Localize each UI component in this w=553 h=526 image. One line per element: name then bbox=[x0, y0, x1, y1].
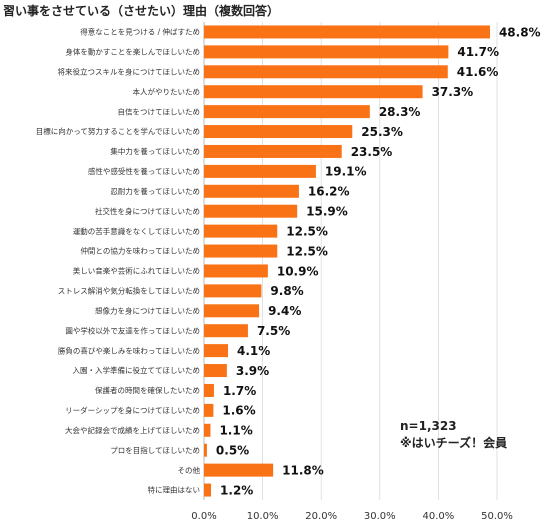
value-label: 7.5% bbox=[257, 324, 290, 338]
bar bbox=[204, 264, 268, 278]
value-label: 3.9% bbox=[236, 364, 269, 378]
x-tick-label: 0.0% bbox=[191, 511, 216, 522]
category-label: 社交性を身につけてほしいため bbox=[95, 206, 200, 216]
chart-title: 習い事をさせている（させたい）理由（複数回答） bbox=[3, 4, 280, 18]
bar bbox=[204, 125, 353, 139]
category-label: 勝負の喜びや楽しみを味わってほしいため bbox=[58, 345, 200, 355]
category-label: 特に理由はない bbox=[148, 485, 201, 495]
category-label: 自信をつけてほしいため bbox=[118, 106, 201, 116]
bar bbox=[204, 144, 342, 158]
category-label: プロを目指してほしいため bbox=[110, 445, 200, 455]
bar bbox=[204, 65, 448, 79]
bar bbox=[204, 244, 278, 258]
bar bbox=[204, 383, 214, 397]
value-label: 28.3% bbox=[379, 105, 421, 119]
category-label: 忍耐力を養ってほしいため bbox=[110, 186, 200, 196]
value-label: 9.8% bbox=[270, 284, 303, 298]
category-label: 入園・入学準備に役立ててほしいため bbox=[73, 365, 201, 375]
source-note: ※はいチーズ！会員 bbox=[400, 436, 508, 450]
category-label: 目標に向かって努力することを学んでほしいため bbox=[36, 126, 200, 136]
value-label: 37.3% bbox=[432, 85, 474, 99]
category-label: 身体を動かすことを楽しんでほしいため bbox=[65, 47, 200, 57]
bar bbox=[204, 224, 278, 238]
value-label: 1.6% bbox=[222, 404, 255, 418]
bar bbox=[204, 324, 248, 338]
bar bbox=[204, 85, 423, 99]
value-label: 41.6% bbox=[457, 65, 499, 79]
category-label: 大会や記録会で成績を上げてほしいため bbox=[65, 425, 200, 435]
x-tick-label: 20.0% bbox=[305, 511, 337, 522]
bar bbox=[204, 423, 211, 437]
bar bbox=[204, 184, 299, 198]
bar bbox=[204, 284, 262, 298]
category-label: 美しい音楽や芸術にふれてほしいため bbox=[73, 266, 200, 276]
value-label: 9.4% bbox=[268, 304, 301, 318]
bar bbox=[204, 483, 212, 497]
value-label: 48.8% bbox=[499, 25, 541, 39]
category-label: 想像力を身につけてほしいため bbox=[95, 305, 200, 315]
chart-note: n=1,323 ※はいチーズ！会員 bbox=[400, 418, 507, 452]
sample-size: n=1,323 bbox=[400, 419, 457, 433]
bar bbox=[204, 403, 214, 417]
x-tick-label: 40.0% bbox=[423, 511, 455, 522]
value-label: 0.5% bbox=[216, 444, 249, 458]
x-tick-label: 50.0% bbox=[481, 511, 513, 522]
category-label: 将来役立つスキルを身につけてほしいため bbox=[58, 66, 201, 76]
bar bbox=[204, 463, 274, 477]
category-label: リーダーシップを身につけてほしいため bbox=[65, 405, 200, 415]
category-label: ストレス解消や気分転換をしてほしいため bbox=[58, 286, 200, 296]
category-label: その他 bbox=[178, 465, 201, 475]
category-label: 本人がやりたいため bbox=[133, 86, 201, 96]
bar bbox=[204, 25, 490, 39]
bar bbox=[204, 443, 207, 457]
bar bbox=[204, 105, 370, 119]
value-label: 23.5% bbox=[351, 145, 393, 159]
value-label: 10.9% bbox=[277, 264, 319, 278]
x-tick-label: 10.0% bbox=[247, 511, 279, 522]
bar bbox=[204, 304, 260, 318]
value-label: 25.3% bbox=[361, 125, 403, 139]
category-label: 保護者の時間を確保したいため bbox=[95, 385, 200, 395]
bar bbox=[204, 45, 449, 59]
value-label: 4.1% bbox=[237, 344, 270, 358]
bar bbox=[204, 364, 227, 378]
value-label: 11.8% bbox=[282, 463, 324, 477]
bar bbox=[204, 204, 298, 218]
value-label: 41.7% bbox=[457, 45, 499, 59]
x-tick-label: 30.0% bbox=[364, 511, 396, 522]
value-label: 1.7% bbox=[223, 384, 256, 398]
value-label: 1.2% bbox=[220, 483, 253, 497]
bar bbox=[204, 164, 316, 178]
value-label: 12.5% bbox=[286, 224, 328, 238]
value-label: 1.1% bbox=[219, 424, 252, 438]
category-label: 感性や感受性を養ってほしいため bbox=[88, 166, 200, 176]
category-label: 得意なことを見つける / 伸ばすため bbox=[80, 27, 200, 37]
value-label: 19.1% bbox=[325, 165, 367, 179]
category-label: 仲間との協力を味わってほしいため bbox=[80, 246, 200, 256]
category-label: 集中力を養ってほしいため bbox=[110, 146, 200, 156]
value-label: 16.2% bbox=[308, 185, 350, 199]
bar bbox=[204, 344, 229, 358]
category-label: 運動の苦手意識をなくしてほしいため bbox=[73, 226, 200, 236]
category-label: 園や学校以外で友達を作ってほしいため bbox=[65, 325, 200, 335]
value-label: 12.5% bbox=[286, 244, 328, 258]
value-label: 15.9% bbox=[306, 205, 348, 219]
